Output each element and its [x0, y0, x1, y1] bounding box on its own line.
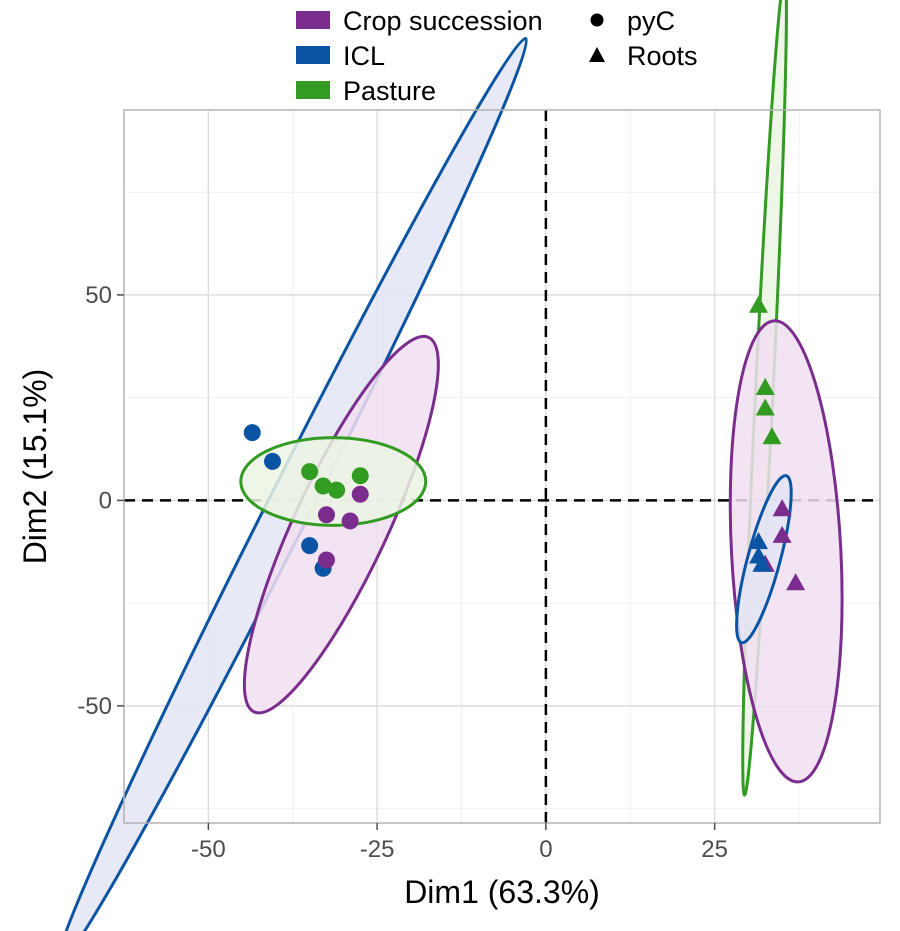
x-tick-label: -50: [191, 836, 226, 863]
legend-key-crop-succession: [296, 11, 330, 29]
legend-key-icl: [296, 46, 330, 64]
crop-succession-pyc-point: [351, 485, 369, 503]
y-tick-label: -50: [77, 693, 112, 720]
crop-succession-pyc-point: [318, 551, 335, 569]
y-axis-ticks: 50 0 -50: [77, 282, 124, 720]
pasture-roots-point: [755, 398, 775, 416]
legend-label-icl: ICL: [343, 41, 385, 71]
icl-pyc-point: [243, 424, 261, 442]
ellipse-pasture: [239, 436, 428, 527]
crop-succession-pyc-point: [318, 506, 335, 524]
pasture-roots-point: [762, 427, 782, 445]
y-axis-title: Dim2 (15.1%): [17, 369, 53, 565]
data-points: [243, 295, 806, 591]
pasture-pyc-point: [328, 481, 346, 499]
legend-key-roots: [589, 47, 605, 62]
pasture-roots-point: [755, 377, 775, 395]
confidence-ellipses: [54, 0, 844, 931]
legend-key-pasture: [296, 81, 330, 99]
x-tick-label: -25: [360, 836, 395, 863]
y-tick-label: 0: [99, 487, 112, 514]
icl-pyc-point: [264, 452, 281, 470]
x-tick-label: 25: [701, 836, 728, 863]
crop-succession-pyc-point: [341, 512, 359, 530]
legend-label-roots: Roots: [627, 41, 698, 71]
crop-succession-roots-point: [772, 525, 792, 543]
icl-roots-point: [749, 531, 768, 550]
pasture-pyc-point: [301, 463, 319, 481]
x-axis-title: Dim1 (63.3%): [404, 874, 600, 910]
legend-label-pasture: Pasture: [343, 76, 436, 106]
x-axis-ticks: -50 -25 0 25: [191, 823, 728, 863]
legend-key-pyc: [590, 13, 604, 27]
pasture-pyc-point: [351, 467, 369, 485]
icl-roots-point: [752, 554, 772, 572]
pasture-pyc-point: [314, 477, 332, 495]
legend-label-crop-succession: Crop succession: [343, 6, 543, 36]
legend: Crop succession ICL Pasture pyC Roots: [296, 6, 698, 106]
plot-panel-border: [123, 109, 881, 824]
pasture-roots-point: [749, 295, 768, 313]
y-tick-label: 50: [85, 282, 112, 309]
crop-succession-roots-point: [786, 573, 806, 591]
x-tick-label: 0: [539, 836, 552, 863]
legend-label-pyc: pyC: [627, 6, 675, 36]
crop-succession-roots-point: [772, 499, 792, 517]
ellipse-crop-succession: [728, 319, 844, 784]
icl-pyc-point: [301, 537, 319, 555]
